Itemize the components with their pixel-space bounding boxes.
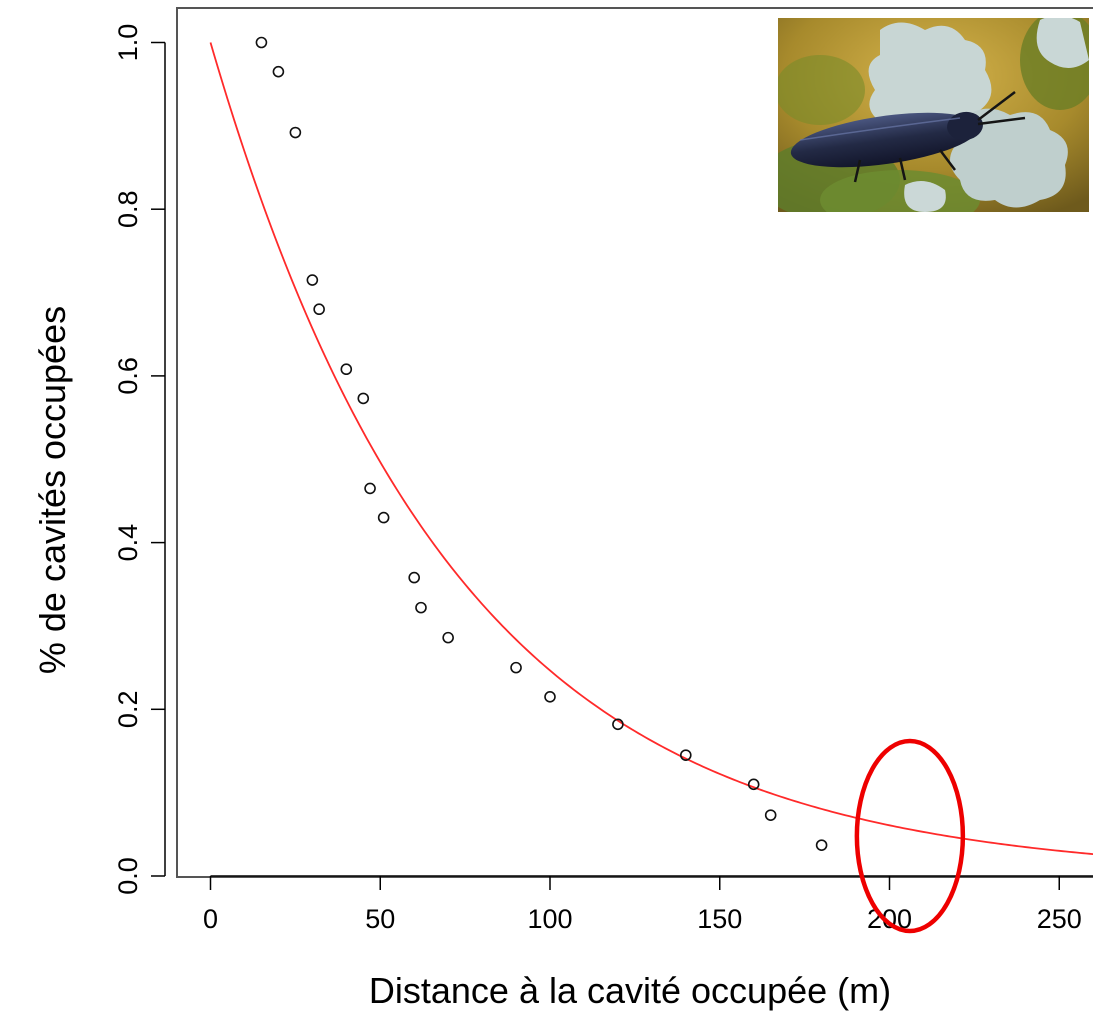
plot-frame [176, 7, 1093, 878]
highlight-ellipse [854, 738, 966, 934]
data-point [289, 126, 302, 139]
data-point [340, 363, 353, 376]
data-point [255, 36, 268, 49]
data-point [612, 718, 624, 731]
lichen [1036, 18, 1089, 68]
y-tick-label: 0.6 [113, 357, 143, 395]
data-point [747, 778, 760, 791]
fit-curve [209, 42, 1093, 856]
data-point [364, 482, 376, 495]
data-point [510, 661, 522, 674]
data-point [764, 809, 777, 821]
beetle [790, 91, 1026, 183]
y-tick-label: 0.0 [113, 857, 143, 895]
x-tick-label: 100 [527, 904, 572, 934]
data-points [255, 36, 828, 851]
data-point [679, 749, 692, 761]
data-point [357, 392, 370, 405]
data-point [415, 601, 427, 614]
data-point [306, 274, 319, 286]
data-point [272, 65, 285, 78]
y-axis: 0.0 0.2 0.4 0.6 0.8 1.0 [113, 24, 166, 895]
moss-patch [778, 55, 865, 125]
y-tick-label: 0.4 [113, 524, 143, 562]
y-axis-title: % de cavités occupées [32, 306, 73, 674]
data-point [815, 839, 828, 851]
lichen [904, 181, 946, 212]
data-point [442, 631, 454, 644]
data-point [408, 571, 421, 584]
x-tick-label: 250 [1037, 904, 1082, 934]
data-point [377, 511, 390, 524]
x-axis: 0 50 100 150 200 250 [203, 875, 1093, 934]
moss-patch [820, 170, 980, 212]
y-tick-label: 0.8 [113, 190, 143, 228]
x-tick-label: 0 [203, 904, 218, 934]
beetle-photo-inset [778, 18, 1089, 212]
y-tick-label: 0.2 [113, 691, 143, 729]
data-point [544, 690, 556, 703]
x-axis-title: Distance à la cavité occupée (m) [369, 970, 891, 1011]
x-tick-label: 50 [365, 904, 395, 934]
y-tick-label: 1.0 [113, 24, 143, 62]
x-tick-label: 150 [697, 904, 742, 934]
data-point [313, 303, 325, 316]
